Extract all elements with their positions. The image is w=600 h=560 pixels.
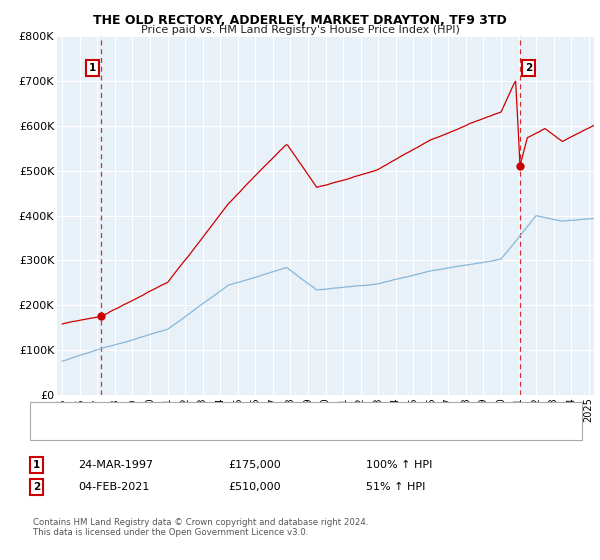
Text: 1: 1 (89, 63, 96, 73)
Text: £510,000: £510,000 (228, 482, 281, 492)
Text: 1: 1 (33, 460, 40, 470)
Text: THE OLD RECTORY, ADDERLEY, MARKET DRAYTON, TF9 3TD: THE OLD RECTORY, ADDERLEY, MARKET DRAYTO… (93, 14, 507, 27)
Text: Price paid vs. HM Land Registry's House Price Index (HPI): Price paid vs. HM Land Registry's House … (140, 25, 460, 35)
Text: 2: 2 (525, 63, 533, 73)
Text: 2: 2 (33, 482, 40, 492)
Text: £175,000: £175,000 (228, 460, 281, 470)
Text: THE OLD RECTORY, ADDERLEY, MARKET DRAYTON, TF9 3TD (detached house): THE OLD RECTORY, ADDERLEY, MARKET DRAYTO… (87, 407, 470, 417)
Text: 51% ↑ HPI: 51% ↑ HPI (366, 482, 425, 492)
Text: HPI: Average price, detached house, Shropshire: HPI: Average price, detached house, Shro… (87, 425, 320, 435)
Text: Contains HM Land Registry data © Crown copyright and database right 2024.
This d: Contains HM Land Registry data © Crown c… (33, 518, 368, 538)
Text: 04-FEB-2021: 04-FEB-2021 (78, 482, 149, 492)
Text: 24-MAR-1997: 24-MAR-1997 (78, 460, 153, 470)
Text: 100% ↑ HPI: 100% ↑ HPI (366, 460, 433, 470)
